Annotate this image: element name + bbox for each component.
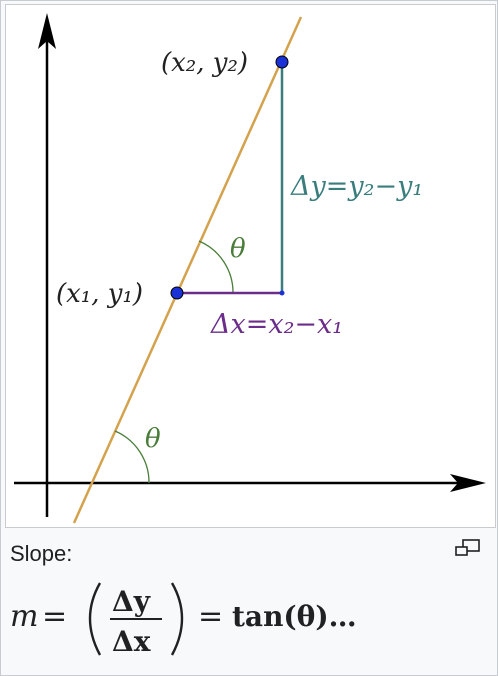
formula-equals-2: = — [198, 599, 223, 634]
slope-formula: m = Δy Δx = tan(θ)… — [10, 579, 450, 659]
formula-equals-1: = — [42, 599, 67, 634]
point-2-label: (x₂, y₂) — [161, 48, 248, 78]
formula-lhs: m — [10, 599, 38, 634]
point-1[interactable] — [170, 286, 184, 300]
delta-y-label: Δy=y₂−y₁ — [290, 171, 423, 202]
enlarge-icon[interactable] — [455, 539, 481, 557]
delta-x-label: Δx=x₂−x₁ — [210, 309, 343, 340]
slope-line — [72, 16, 303, 524]
caption-label: Slope: — [10, 541, 73, 566]
x-axis-arrow-icon — [450, 474, 486, 492]
point-2[interactable] — [275, 55, 289, 69]
upper-theta-label: θ — [230, 234, 246, 264]
right-paren — [170, 582, 184, 656]
formula-denominator: Δx — [112, 625, 151, 658]
point-1-label: (x₁, y₁) — [56, 279, 143, 309]
formula-numerator: Δy — [112, 585, 151, 618]
y-axis-arrow-icon — [38, 13, 56, 49]
upper-angle-arc — [198, 240, 234, 294]
formula-rhs: tan(θ)… — [232, 600, 357, 633]
lower-angle-arc — [114, 430, 150, 484]
slope-diagram[interactable]: (x₂, y₂) (x₁, y₁) Δy=y₂−y₁ Δx=x₂−x₁ θ θ — [5, 4, 496, 528]
corner-dot — [279, 290, 285, 296]
left-paren — [88, 582, 102, 656]
diagram-canvas: (x₂, y₂) (x₁, y₁) Δy=y₂−y₁ Δx=x₂−x₁ θ θ — [14, 13, 486, 524]
lower-theta-label: θ — [145, 424, 161, 454]
